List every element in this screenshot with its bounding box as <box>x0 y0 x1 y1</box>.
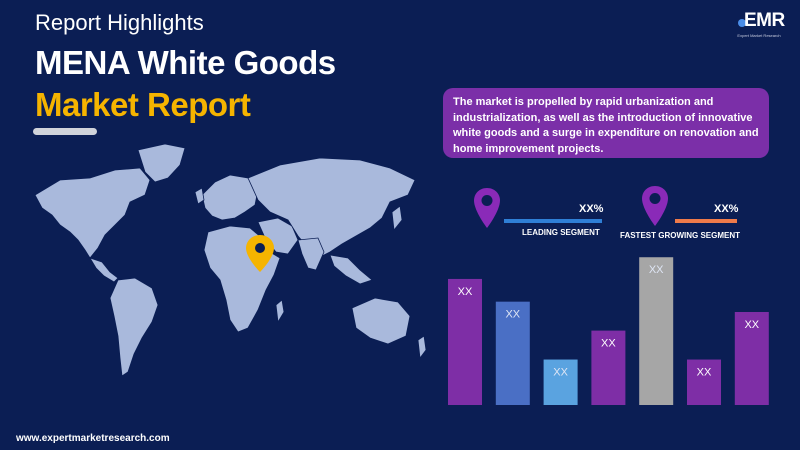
report-subtitle: Report Highlights <box>35 10 204 35</box>
chart-bar-6 <box>687 359 721 405</box>
chart-bar-label-5: XX <box>649 264 664 276</box>
chart-bar-7 <box>734 312 769 405</box>
map-india <box>297 237 325 271</box>
chart-bar-label-1: XX <box>458 286 473 298</box>
logo-tagline: Expert Market Research <box>737 33 781 38</box>
map-central-america <box>89 257 119 283</box>
bar-chart: XX XX XX XX XX XX XX <box>448 257 769 405</box>
chart-bar-1 <box>448 278 482 405</box>
fastest-segment-value: XX% <box>714 203 739 215</box>
map-madagascar <box>275 299 285 324</box>
fastest-segment-bar <box>675 219 737 223</box>
map-australia <box>351 297 411 345</box>
chart-bar-2 <box>495 301 530 405</box>
emr-logo <box>738 19 746 27</box>
chart-bar-label-6: XX <box>697 367 712 379</box>
map-location-pin-icon <box>246 235 274 272</box>
logo-text: EMR <box>744 10 785 31</box>
title-underline-divider <box>33 128 97 135</box>
fastest-segment-pin-icon <box>642 186 668 226</box>
map-asia <box>247 157 416 259</box>
chart-bar-label-3: XX <box>553 367 568 379</box>
chart-bar-label-7: XX <box>744 319 759 331</box>
info-text: The market is propelled by rapid urbaniz… <box>453 96 759 155</box>
leading-segment-bar <box>504 219 602 223</box>
map-south-america <box>109 277 159 377</box>
info-callout: The market is propelled by rapid urbaniz… <box>443 88 769 158</box>
world-map <box>34 143 427 377</box>
chart-bar-3 <box>543 359 578 405</box>
map-new-zealand <box>417 335 427 360</box>
page-title-line1: MENA White Goods <box>35 44 336 81</box>
chart-bar-4 <box>591 330 626 405</box>
leading-segment-pin-icon <box>474 188 500 228</box>
map-uk <box>194 187 205 205</box>
chart-bar-5 <box>639 257 674 405</box>
chart-bar-label-4: XX <box>601 338 616 350</box>
map-japan <box>391 205 403 232</box>
map-southeast-asia <box>329 254 373 285</box>
fastest-segment-label: FASTEST GROWING SEGMENT <box>620 231 741 240</box>
map-north-america <box>34 167 151 259</box>
map-continents <box>34 143 427 377</box>
page-title-line2: Market Report <box>35 86 251 123</box>
map-europe <box>201 174 259 221</box>
map-greenland <box>137 143 186 183</box>
leading-segment-label: LEADING SEGMENT <box>522 228 600 237</box>
leading-segment-value: XX% <box>579 203 604 215</box>
chart-bar-label-2: XX <box>505 309 520 321</box>
logo-globe-icon <box>738 19 746 27</box>
footer-website-url[interactable]: www.expertmarketresearch.com <box>16 433 170 444</box>
